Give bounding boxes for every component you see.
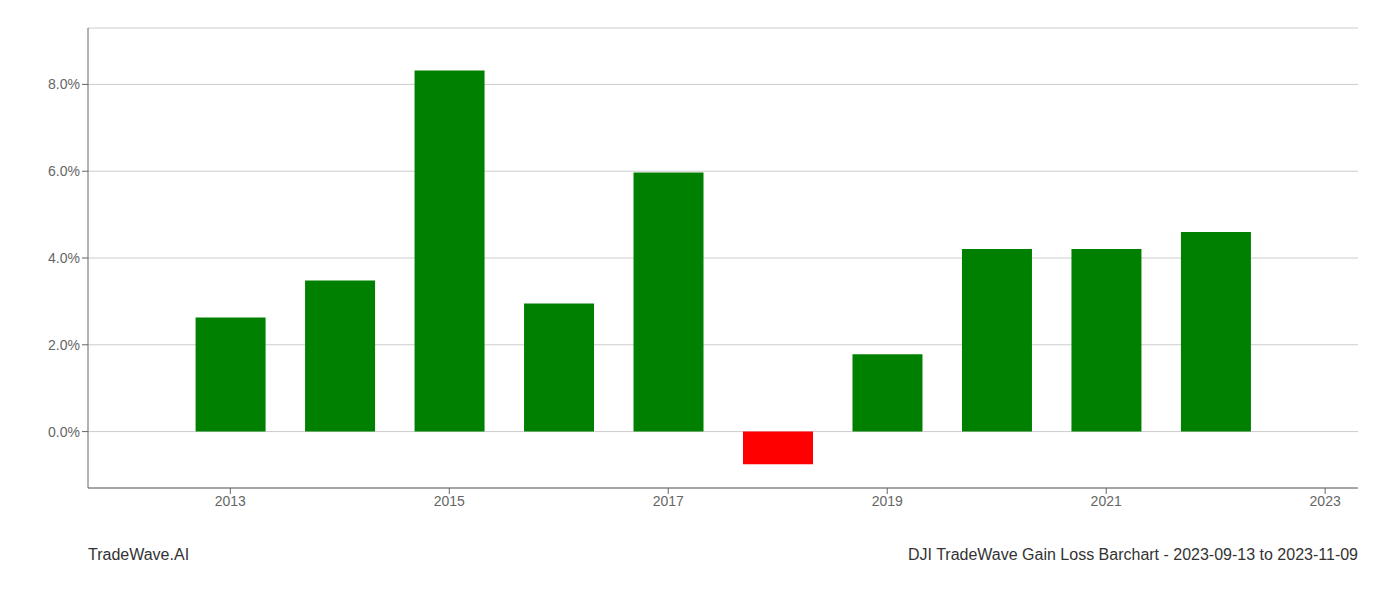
html-text:DJI TradeWave Gain Loss Barcha: DJI TradeWave Gain Loss Barchart - 2023-… [908, 546, 1358, 563]
svg-text:2015: 2015 [434, 493, 465, 509]
svg-text:0.0%: 0.0% [48, 424, 80, 440]
svg-text:2017: 2017 [653, 493, 684, 509]
svg-text:2013: 2013 [215, 493, 246, 509]
svg-text:2.0%: 2.0% [48, 337, 80, 353]
svg-text:2021: 2021 [1091, 493, 1122, 509]
svg-text:2019: 2019 [872, 493, 903, 509]
svg-text:8.0%: 8.0% [48, 76, 80, 92]
svg-text:6.0%: 6.0% [48, 163, 80, 179]
html-text:TradeWave.AI: TradeWave.AI [88, 546, 190, 563]
svg-text:4.0%: 4.0% [48, 250, 80, 266]
svg-text:2023: 2023 [1310, 493, 1341, 509]
